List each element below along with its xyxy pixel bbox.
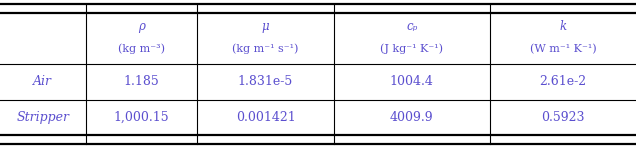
Text: 1004.4: 1004.4 [390,75,434,89]
Text: ρ: ρ [138,20,145,33]
Text: (J kg⁻¹ K⁻¹): (J kg⁻¹ K⁻¹) [380,44,443,54]
Text: 0.001421: 0.001421 [236,111,295,124]
Text: 1.831e-5: 1.831e-5 [238,75,293,89]
Text: cₚ: cₚ [406,20,417,33]
Text: (kg m⁻³): (kg m⁻³) [118,44,165,54]
Text: 4009.9: 4009.9 [390,111,434,124]
Text: k: k [559,20,567,33]
Text: 1.185: 1.185 [123,75,160,89]
Text: 1,000.15: 1,000.15 [114,111,169,124]
Text: Air: Air [34,75,52,89]
Text: (W m⁻¹ K⁻¹): (W m⁻¹ K⁻¹) [530,44,596,54]
Text: Stripper: Stripper [17,111,69,124]
Text: 0.5923: 0.5923 [541,111,584,124]
Text: 2.61e-2: 2.61e-2 [539,75,586,89]
Text: (kg m⁻¹ s⁻¹): (kg m⁻¹ s⁻¹) [232,44,299,54]
Text: μ: μ [262,20,269,33]
